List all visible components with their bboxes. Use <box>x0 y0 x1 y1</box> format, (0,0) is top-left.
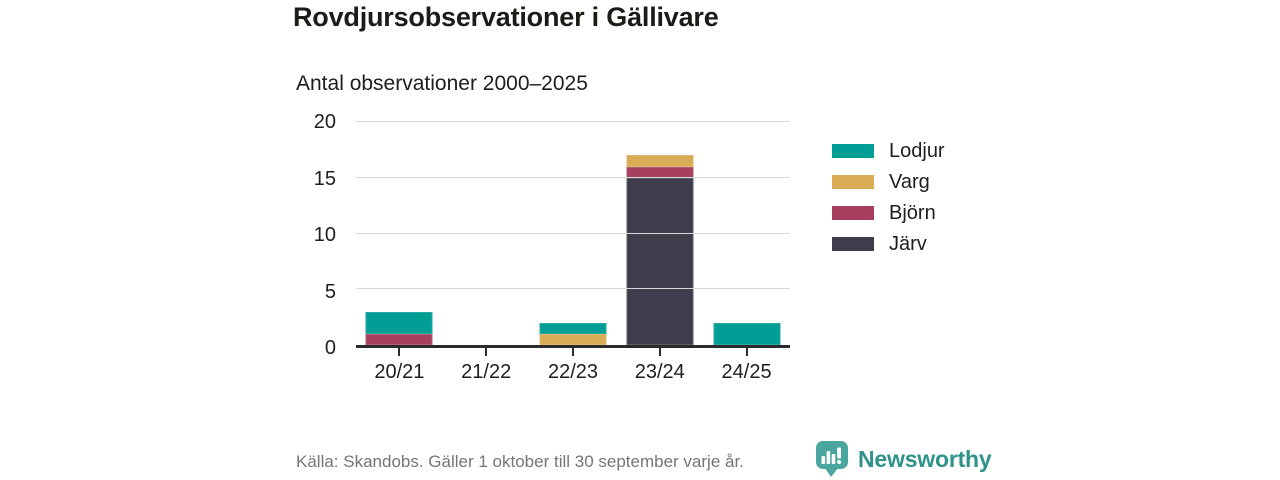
legend: Lodjur Varg Björn Järv <box>832 139 945 255</box>
bar-segment-lodjur <box>713 322 781 345</box>
y-tick-label-0: 0 <box>324 337 336 359</box>
legend-swatch-lodjur <box>832 144 874 158</box>
bar-21-22 <box>443 122 530 345</box>
chart-title: Rovdjursobservationer i Gällivare <box>293 2 719 32</box>
legend-item-lodjur: Lodjur <box>832 139 945 162</box>
x-tick-label-20-21: 20/21 <box>374 361 425 383</box>
legend-item-jarv: Järv <box>832 232 945 255</box>
source-note: Källa: Skandobs. Gäller 1 oktober till 3… <box>296 452 744 471</box>
x-tick-slot-24-25 <box>703 348 790 356</box>
bar-segment-lodjur <box>365 311 433 334</box>
bar-20-21 <box>356 122 443 345</box>
bar-segment-lodjur <box>539 322 607 334</box>
bar-stack-24-25 <box>713 122 781 345</box>
x-ticks-row <box>356 348 790 356</box>
legend-swatch-jarv <box>832 237 874 251</box>
x-tick-slot-23-24 <box>616 348 703 356</box>
y-tick-label-20: 20 <box>313 111 336 133</box>
bar-segment-bjorn <box>626 166 694 178</box>
y-axis-labels: 0 5 10 15 20 <box>276 112 346 358</box>
chart-subtitle: Antal observationer 2000–2025 <box>296 72 588 95</box>
x-tick-slot-21-22 <box>443 348 530 356</box>
bars-row <box>356 122 790 345</box>
legend-item-varg: Varg <box>832 170 945 193</box>
y-tick-label-15: 15 <box>313 167 336 190</box>
x-tick <box>745 348 748 356</box>
bar-stack-21-22 <box>453 122 520 345</box>
x-labels-row: 20/21 21/22 22/23 23/24 24/25 <box>356 361 790 384</box>
legend-item-bjorn: Björn <box>832 201 945 224</box>
y-tick-label-5: 5 <box>324 280 336 303</box>
legend-label-bjorn: Björn <box>889 201 936 224</box>
x-tick <box>485 348 488 356</box>
newsworthy-logo-icon <box>816 441 848 477</box>
legend-swatch-bjorn <box>832 206 874 220</box>
bar-segment-bjorn <box>365 333 433 345</box>
x-tick-label-23-24: 23/24 <box>634 361 685 383</box>
legend-label-varg: Varg <box>889 170 930 193</box>
plot-area: 20/21 21/22 22/23 23/24 24/25 <box>356 121 790 383</box>
x-tick <box>571 348 574 356</box>
bar-segment-jarv <box>626 177 694 345</box>
x-tick <box>658 348 661 356</box>
bar-segment-varg <box>626 155 694 167</box>
x-tick-label-24-25: 24/25 <box>721 361 772 383</box>
x-tick-label-22-23: 22/23 <box>547 361 599 383</box>
bar-24-25 <box>703 122 790 345</box>
gridline-5 <box>356 288 790 290</box>
y-tick-label-10: 10 <box>313 224 336 246</box>
legend-label-lodjur: Lodjur <box>889 139 945 162</box>
x-tick-label-21-22: 21/22 <box>461 361 512 383</box>
x-tick-slot-20-21 <box>356 348 443 356</box>
gridline-15 <box>356 176 790 178</box>
brand-name: Newsworthy <box>858 445 992 472</box>
bar-stack-23-24 <box>626 122 694 345</box>
bar-segment-varg <box>539 333 607 345</box>
x-tick-slot-22-23 <box>530 348 617 356</box>
legend-label-jarv: Järv <box>889 232 927 255</box>
brand-lockup: Newsworthy <box>814 440 992 478</box>
bar-23-24 <box>616 122 703 345</box>
bar-stack-20-21 <box>365 122 433 345</box>
bar-stack-22-23 <box>539 122 607 345</box>
gridline-10 <box>356 232 790 234</box>
x-tick <box>398 348 401 356</box>
gridline-20 <box>356 121 790 122</box>
bar-22-23 <box>530 122 617 345</box>
legend-swatch-varg <box>832 175 874 189</box>
